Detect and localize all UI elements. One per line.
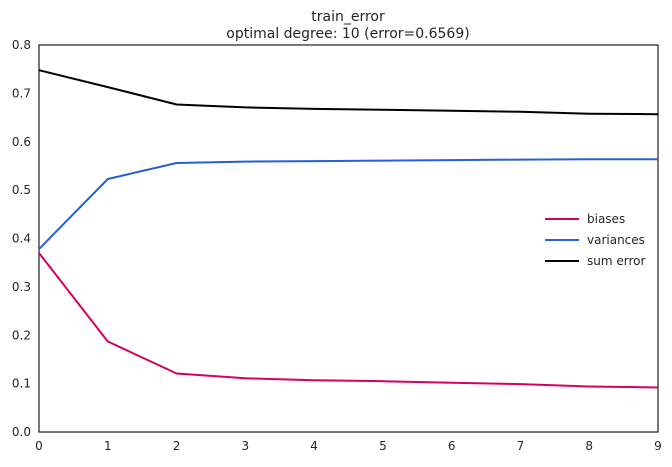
y-tick-label: 0.3: [12, 280, 31, 294]
x-axis: 0 1 2 3 4 5 6 7 8 9: [35, 439, 662, 453]
y-tick-label: 0.0: [12, 425, 31, 439]
y-tick-label: 0.1: [12, 377, 31, 391]
y-tick-label: 0.6: [12, 135, 31, 149]
x-tick-label: 7: [517, 439, 525, 453]
x-tick-label: 5: [379, 439, 387, 453]
x-tick-label: 9: [654, 439, 662, 453]
y-tick-label: 0.4: [12, 232, 31, 246]
y-tick-label: 0.5: [12, 183, 31, 197]
x-tick-label: 4: [310, 439, 318, 453]
y-tick-label: 0.2: [12, 328, 31, 342]
series-line-biases: [38, 252, 659, 389]
y-axis: 0.0 0.1 0.2 0.3 0.4 0.5 0.6 0.7 0.8: [12, 38, 31, 439]
x-tick-label: 0: [35, 439, 43, 453]
x-tick-label: 6: [448, 439, 456, 453]
series-line-sum-error: [38, 69, 659, 116]
chart-subtitle: optimal degree: 10 (error=0.6569): [226, 26, 469, 42]
x-tick-label: 1: [104, 439, 112, 453]
x-tick-label: 2: [173, 439, 181, 453]
chart-title: train_error: [311, 9, 385, 25]
legend-label: sum error: [587, 254, 645, 268]
legend-label: biases: [587, 212, 625, 226]
series-lines: [38, 69, 659, 389]
plot-area: [38, 44, 659, 433]
y-tick-label: 0.7: [12, 86, 31, 100]
legend-label: variances: [587, 233, 645, 247]
legend: biases variances sum error: [545, 212, 645, 268]
series-line-variances: [38, 158, 658, 250]
x-tick-label: 8: [585, 439, 593, 453]
y-tick-label: 0.8: [12, 38, 31, 52]
x-tick-label: 3: [242, 439, 250, 453]
